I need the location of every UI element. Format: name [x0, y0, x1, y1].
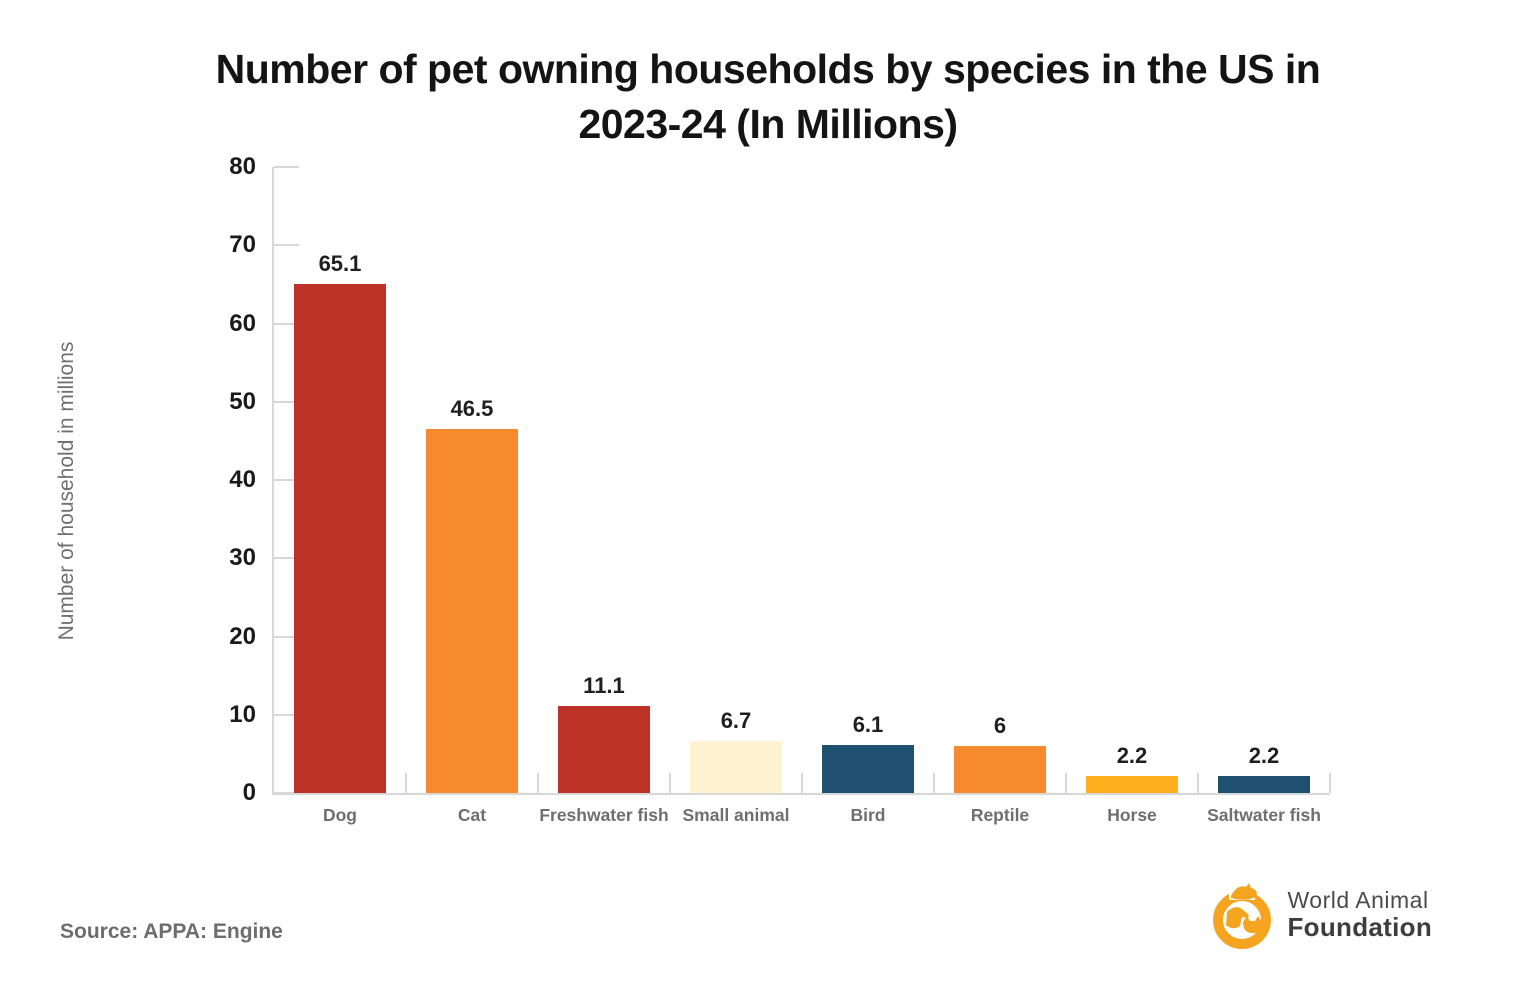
category-label-cat: Cat: [457, 805, 487, 825]
bar-value-small-animal: 6.7: [720, 707, 752, 733]
y-tick-line: [274, 244, 299, 247]
bar-dog: 65.1: [293, 251, 387, 793]
bar-value-horse: 2.2: [1116, 742, 1148, 768]
y-tick-label: 80: [229, 153, 256, 180]
bar-slot-horse: 2.2: [1066, 167, 1198, 793]
bar-slot-bird: 6.1: [802, 167, 934, 793]
bar-value-saltwater-fish: 2.2: [1248, 742, 1280, 768]
y-tick-label: 0: [242, 779, 256, 806]
y-tick-line: [274, 166, 299, 168]
bar-cat: 46.5: [425, 396, 519, 793]
category-boundary-tick: [1065, 773, 1067, 793]
world-animal-foundation-icon: [1213, 883, 1272, 949]
bar-slot-saltwater-fish: 2.2: [1198, 167, 1330, 793]
y-tick-line: [274, 713, 299, 716]
bar-horse: 2.2: [1085, 743, 1179, 793]
category-label-horse: Horse: [1107, 805, 1157, 825]
category-label-reptile: Reptile: [970, 805, 1030, 825]
category-label-small-animal: Small animal: [682, 805, 790, 825]
category-boundary-tick: [537, 773, 539, 793]
category-boundary-tick: [933, 773, 935, 793]
y-tick-label: 60: [229, 309, 256, 337]
bar-value-bird: 6.1: [852, 712, 884, 738]
bar-slot-reptile: 6: [934, 167, 1066, 793]
bar-slot-freshwater-fish: 11.1: [538, 167, 670, 793]
bar-freshwater-fish: 11.1: [557, 673, 651, 793]
bar-value-reptile: 6: [993, 713, 1007, 739]
category-boundary-tick: [1329, 773, 1331, 793]
y-tick-label: 50: [229, 387, 256, 415]
bar-slot-dog: 65.1: [274, 167, 406, 793]
y-tick-label: 40: [229, 466, 256, 493]
bar-value-cat: 46.5: [450, 396, 494, 422]
logo-line2: Foundation: [1287, 912, 1432, 943]
logo-text: World Animal Foundation: [1287, 887, 1432, 943]
y-axis-title: Number of household in millions: [55, 341, 78, 641]
y-tick-label: 10: [229, 700, 256, 728]
brand-logo: World Animal Foundation: [1209, 880, 1432, 950]
y-tick-line: [274, 322, 299, 325]
y-tick-label: 30: [229, 544, 256, 572]
category-boundary-tick: [669, 773, 671, 793]
y-tick-line: [274, 635, 299, 638]
category-labels: Dog Cat Freshwater fish Small animal Bird Rep…: [274, 805, 1330, 826]
source-text: Source: APPA: Engine: [60, 920, 283, 943]
bar-bird: 6.1: [821, 712, 915, 793]
y-tick-label: 70: [229, 231, 256, 259]
bar-reptile: 6: [953, 713, 1047, 793]
category-boundary-tick: [1197, 773, 1199, 793]
bar-saltwater-fish: 2.2: [1217, 743, 1311, 793]
plot-area: 0 10 20 30 40 50 60 70 80 65.1 46.5 11.1 6.7 6.1 6 2.2…: [229, 153, 1331, 825]
y-tick-line: [274, 479, 299, 481]
bar-value-freshwater-fish: 11.1: [583, 673, 625, 699]
bar-value-dog: 65.1: [318, 250, 362, 276]
category-label-freshwater-fish: Freshwater fish: [539, 805, 669, 825]
category-label-saltwater-fish: Saltwater fish: [1207, 805, 1321, 825]
bar-small-animal: 6.7: [689, 708, 783, 793]
category-boundary-tick: [801, 773, 803, 793]
bars: 65.1 46.5 11.1 6.7 6.1 6 2.2 2.2: [274, 167, 1330, 793]
category-label-dog: Dog: [322, 805, 358, 825]
chart-title: Number of pet owning households by speci…: [215, 46, 1321, 147]
category-label-bird: Bird: [850, 805, 886, 825]
bar-slot-small-animal: 6.7: [670, 167, 802, 793]
y-tick-line: [274, 792, 299, 794]
y-tick-label: 20: [229, 622, 256, 650]
category-boundary-tick: [405, 773, 407, 793]
logo-line1: World Animal: [1287, 886, 1429, 913]
y-tick-line: [274, 557, 299, 560]
y-tick-line: [274, 400, 299, 403]
bar-slot-cat: 46.5: [406, 167, 538, 793]
